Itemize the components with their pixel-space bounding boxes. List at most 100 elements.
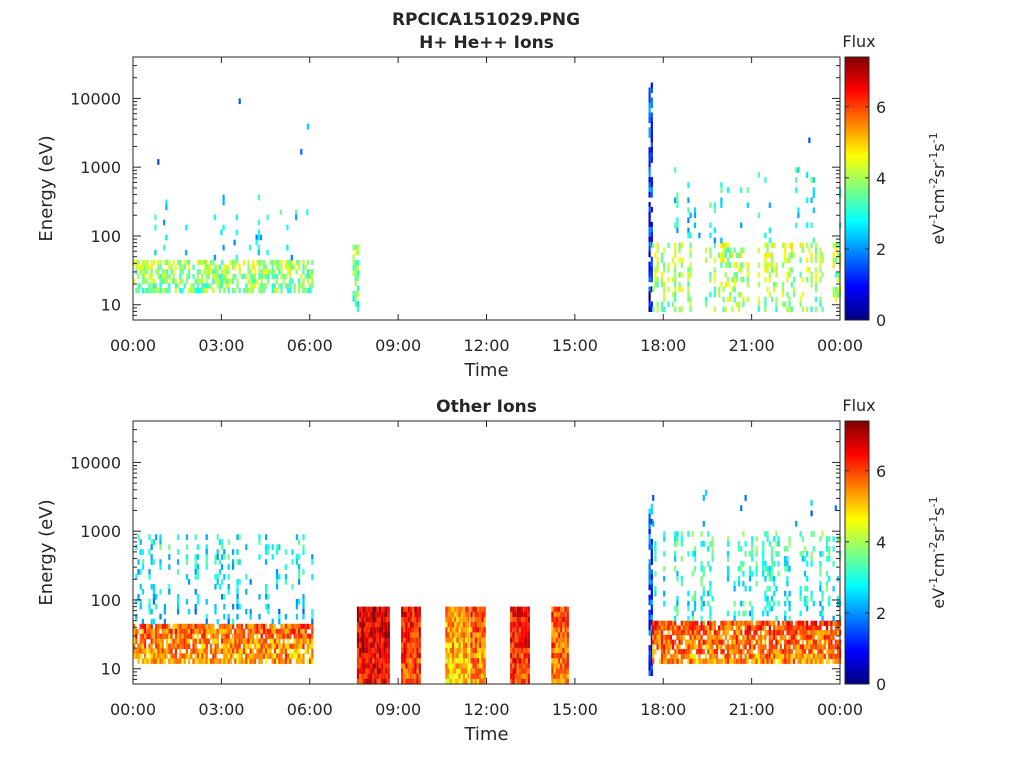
- flux-cell: [243, 273, 246, 280]
- flux-cell: [251, 283, 254, 289]
- flux-cell: [755, 658, 758, 664]
- flux-cell: [685, 649, 688, 655]
- flux-cell: [702, 585, 705, 592]
- flux-cell: [365, 627, 368, 634]
- flux-cell: [560, 647, 563, 654]
- flux-cell: [707, 561, 710, 567]
- flux-cell: [663, 620, 666, 626]
- flux-cell: [819, 644, 822, 650]
- flux-cell: [387, 622, 390, 628]
- flux-cell: [810, 551, 813, 557]
- flux-cell: [551, 653, 554, 659]
- flux-cell: [462, 627, 466, 634]
- flux-cell: [722, 620, 725, 626]
- flux-cell: [412, 663, 415, 670]
- flux-cell: [757, 620, 760, 626]
- flux-cell: [553, 658, 556, 664]
- flux-cell: [678, 649, 681, 655]
- flux-cell: [416, 647, 419, 654]
- flux-cell: [188, 608, 191, 615]
- flux-cell: [168, 628, 171, 635]
- flux-cell: [698, 639, 701, 645]
- flux-cell: [361, 658, 364, 664]
- flux-cell: [650, 102, 653, 109]
- flux-cell: [523, 668, 526, 675]
- flux-cell: [135, 574, 138, 580]
- flux-cell: [451, 668, 455, 675]
- flux-cell: [150, 628, 153, 635]
- flux-cell: [564, 642, 567, 649]
- flux-cell: [236, 638, 239, 645]
- flux-cell: [359, 627, 362, 634]
- flux-cell: [260, 648, 263, 654]
- flux-cell: [179, 638, 182, 645]
- flux-cell: [790, 267, 793, 273]
- flux-cell: [650, 87, 653, 94]
- flux-cell: [648, 97, 651, 104]
- flux-cell: [159, 613, 162, 620]
- flux-cell: [472, 632, 475, 639]
- flux-cell: [775, 531, 778, 537]
- flux-cell: [302, 287, 305, 294]
- flux-cell: [691, 595, 694, 602]
- flux-cell: [311, 273, 314, 280]
- flux-cell: [766, 649, 769, 655]
- flux-cell: [378, 611, 382, 618]
- flux-cell: [773, 242, 776, 249]
- flux-cell: [795, 625, 798, 631]
- flux-cell: [678, 247, 681, 253]
- flux-cell: [665, 658, 668, 664]
- flux-cell: [414, 627, 417, 634]
- flux-cell: [735, 634, 738, 641]
- flux-cell: [418, 668, 421, 675]
- flux-cell: [733, 653, 736, 660]
- flux-cell: [221, 633, 224, 640]
- flux-cell: [409, 637, 413, 644]
- flux-cell: [474, 606, 477, 613]
- flux-cell: [685, 644, 688, 650]
- flux-cell: [516, 658, 519, 664]
- flux-cell: [306, 643, 309, 650]
- flux-cell: [801, 644, 804, 650]
- flux-cell: [753, 625, 756, 631]
- flux-cell: [693, 590, 697, 597]
- flux-cell: [163, 259, 166, 266]
- flux-cell: [702, 590, 705, 597]
- flux-cell: [650, 635, 653, 641]
- flux-cell: [223, 287, 226, 294]
- flux-cell: [553, 622, 556, 628]
- flux-cell: [523, 611, 526, 618]
- flux-cell: [810, 590, 813, 597]
- flux-cell: [376, 627, 379, 634]
- flux-cell: [135, 544, 138, 550]
- flux-cell: [691, 610, 694, 617]
- flux-cell: [181, 287, 184, 294]
- flux-cell: [247, 269, 250, 275]
- flux-cell: [711, 653, 714, 660]
- flux-cell: [821, 610, 824, 617]
- flux-cell: [799, 551, 802, 557]
- flux-cell: [243, 658, 246, 664]
- flux-cell: [768, 649, 771, 655]
- flux-cell: [764, 620, 767, 626]
- flux-cell: [300, 653, 303, 659]
- flux-cell: [470, 632, 473, 639]
- flux-cell: [560, 653, 563, 659]
- flux-cell: [287, 643, 290, 650]
- flux-cell: [803, 595, 807, 602]
- flux-cell: [271, 259, 274, 266]
- flux-cell: [359, 647, 362, 654]
- flux-cell: [262, 264, 265, 270]
- flux-cell: [146, 623, 149, 630]
- flux-cell: [689, 306, 692, 312]
- flux-cell: [460, 611, 463, 618]
- flux-cell: [689, 296, 692, 303]
- flux-cell: [194, 589, 197, 595]
- flux-cell: [265, 544, 268, 550]
- flux-cell: [141, 589, 144, 595]
- flux-cell: [474, 611, 477, 618]
- flux-cell: [214, 603, 217, 610]
- flux-cell: [190, 287, 193, 294]
- flux-cell: [251, 278, 254, 284]
- flux-cell: [265, 633, 268, 640]
